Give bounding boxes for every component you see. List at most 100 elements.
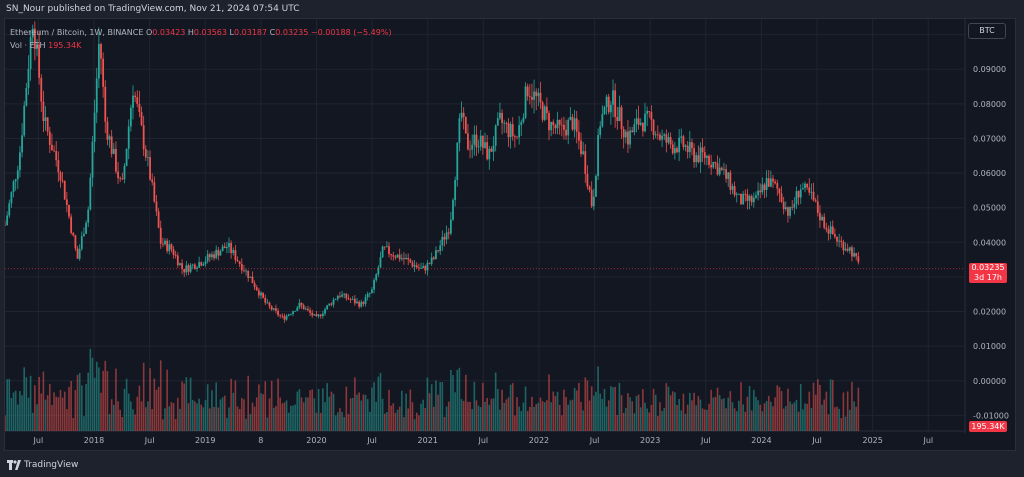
volume-bar xyxy=(494,372,497,431)
volume-bar xyxy=(814,394,817,431)
volume-bar xyxy=(610,386,612,431)
volume-bar xyxy=(652,388,655,431)
volume-bar xyxy=(38,376,40,431)
candle-body xyxy=(232,250,235,253)
volume-bar xyxy=(445,406,448,431)
candle-body xyxy=(142,125,145,150)
candle-body xyxy=(379,257,382,268)
volume-bar xyxy=(646,408,648,431)
volume-bar xyxy=(842,392,845,431)
candle-body xyxy=(87,209,90,223)
volume-bar xyxy=(162,419,164,431)
volume-bar xyxy=(772,406,774,431)
candle-body xyxy=(268,302,271,307)
candle-body xyxy=(748,196,751,201)
volume-bar xyxy=(667,386,670,431)
candle-body xyxy=(136,97,139,104)
volume-bar xyxy=(441,382,444,431)
volume-bar xyxy=(51,405,53,431)
candle-body xyxy=(518,125,521,138)
volume-bar xyxy=(580,401,582,431)
volume-bar xyxy=(164,408,166,431)
candle-body xyxy=(584,151,587,174)
volume-bar xyxy=(351,397,354,431)
volume-bar xyxy=(230,378,232,431)
x-tick-label: 2022 xyxy=(529,436,549,445)
volume-bar xyxy=(420,403,422,431)
x-tick-label: Jul xyxy=(478,436,489,445)
volume-bar xyxy=(514,415,516,431)
x-tick-label: 2025 xyxy=(862,436,882,445)
volume-bar xyxy=(388,389,390,431)
y-tick-label: 0.06000 xyxy=(973,169,1006,178)
candle-body xyxy=(358,301,361,307)
currency-button[interactable]: BTC xyxy=(968,23,1006,39)
volume-bar xyxy=(738,400,740,431)
candle-body xyxy=(462,112,465,117)
volume-bar xyxy=(57,397,60,431)
tradingview-logo-icon[interactable] xyxy=(7,460,21,473)
volume-bar xyxy=(450,369,452,431)
volume-bar xyxy=(571,399,574,431)
candle-body xyxy=(484,142,486,148)
volume-bar xyxy=(305,397,307,431)
volume-bar xyxy=(465,374,467,431)
candle-body xyxy=(629,130,631,145)
candle-body xyxy=(622,129,625,138)
volume-bar xyxy=(846,391,849,431)
volume-bar xyxy=(829,379,832,431)
volume-bar xyxy=(66,409,68,431)
candle-body xyxy=(490,148,493,152)
volume-bar xyxy=(415,412,418,431)
volume-bar xyxy=(430,384,433,431)
candle-body xyxy=(473,134,476,145)
x-tick-label: 8 xyxy=(258,436,263,445)
volume-bar xyxy=(100,392,102,431)
candle-body xyxy=(522,117,525,122)
volume-bar xyxy=(661,410,663,431)
price-chart[interactable]: 0.100000.090000.080000.070000.060000.050… xyxy=(5,19,1015,450)
volume-bar xyxy=(251,402,254,431)
candle-body xyxy=(281,315,284,317)
volume-bar xyxy=(204,400,207,431)
volume-bar xyxy=(746,396,749,431)
candle-body xyxy=(112,148,115,154)
candle-body xyxy=(656,134,659,136)
volume-bar xyxy=(383,413,386,431)
volume-bar xyxy=(104,360,107,431)
legend-high-value: 0.03563 xyxy=(193,28,227,37)
candle-body xyxy=(132,95,134,108)
candle-body xyxy=(392,255,395,257)
candle-body xyxy=(428,262,431,264)
volume-bar xyxy=(213,406,215,431)
volume-bar xyxy=(151,409,154,431)
candle-body xyxy=(541,102,544,120)
volume-bar xyxy=(262,394,264,431)
candle-body xyxy=(179,263,181,266)
volume-bar xyxy=(110,399,113,431)
volume-bar xyxy=(625,407,627,431)
candle-body xyxy=(398,254,401,260)
candle-body xyxy=(14,179,17,182)
candle-body xyxy=(432,257,435,259)
candle-body xyxy=(185,265,188,273)
volume-bar xyxy=(490,398,493,431)
candle-body xyxy=(774,181,777,184)
legend-symbol: Ethereum / Bitcoin, 1W, BINANCE xyxy=(10,28,144,37)
candle-body xyxy=(607,96,610,113)
candle-body xyxy=(385,246,388,248)
volume-bar xyxy=(317,388,320,431)
candle-body xyxy=(603,107,606,115)
y-tick-label: 0.01000 xyxy=(973,342,1006,351)
footer-brand[interactable]: TradingView xyxy=(24,460,79,470)
candle-body xyxy=(225,246,228,249)
volume-bar xyxy=(676,405,678,431)
candle-body xyxy=(496,118,499,126)
candle-body xyxy=(836,236,838,242)
volume-bar xyxy=(554,395,557,431)
candle-body xyxy=(848,247,851,251)
volume-bar xyxy=(59,389,62,431)
candle-body xyxy=(846,248,849,251)
chart-frame[interactable] xyxy=(4,18,1016,451)
volume-bar xyxy=(74,390,77,431)
